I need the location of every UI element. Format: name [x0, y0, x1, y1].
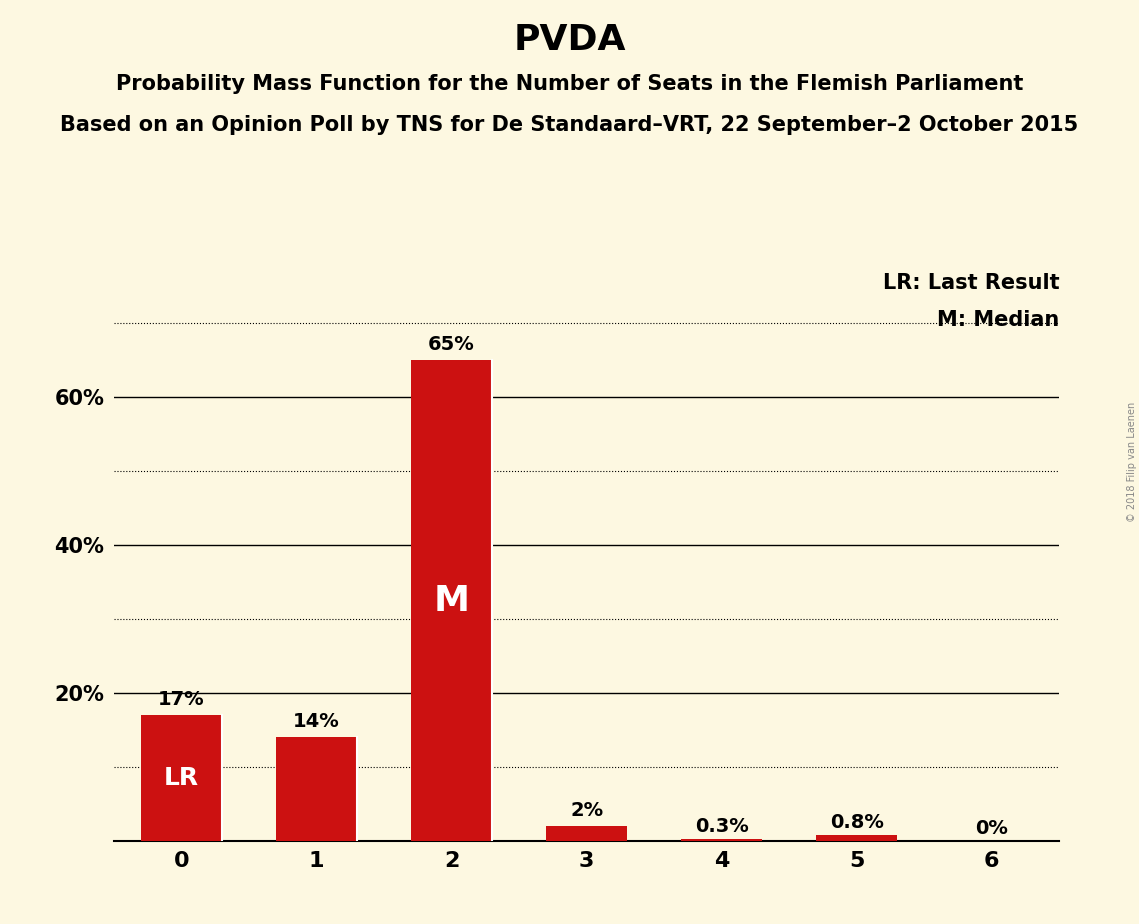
Bar — [276, 737, 357, 841]
Text: LR: LR — [164, 766, 199, 790]
Text: 0.3%: 0.3% — [695, 817, 748, 835]
Text: LR: Last Result: LR: Last Result — [883, 273, 1059, 293]
Bar — [817, 835, 898, 841]
Bar — [681, 839, 762, 841]
Text: Probability Mass Function for the Number of Seats in the Flemish Parliament: Probability Mass Function for the Number… — [116, 74, 1023, 94]
Text: M: M — [434, 584, 469, 617]
Text: M: Median: M: Median — [937, 310, 1059, 330]
Text: Based on an Opinion Poll by TNS for De Standaard–VRT, 22 September–2 October 201: Based on an Opinion Poll by TNS for De S… — [60, 115, 1079, 135]
Text: 17%: 17% — [158, 690, 205, 710]
Text: 14%: 14% — [293, 712, 339, 732]
Bar — [546, 826, 628, 841]
Bar — [141, 715, 222, 841]
Text: 0.8%: 0.8% — [829, 813, 884, 832]
Text: © 2018 Filip van Laenen: © 2018 Filip van Laenen — [1126, 402, 1137, 522]
Text: PVDA: PVDA — [514, 23, 625, 57]
Bar — [411, 360, 492, 841]
Text: 0%: 0% — [975, 819, 1008, 838]
Text: 2%: 2% — [570, 801, 604, 821]
Text: 65%: 65% — [428, 335, 475, 355]
